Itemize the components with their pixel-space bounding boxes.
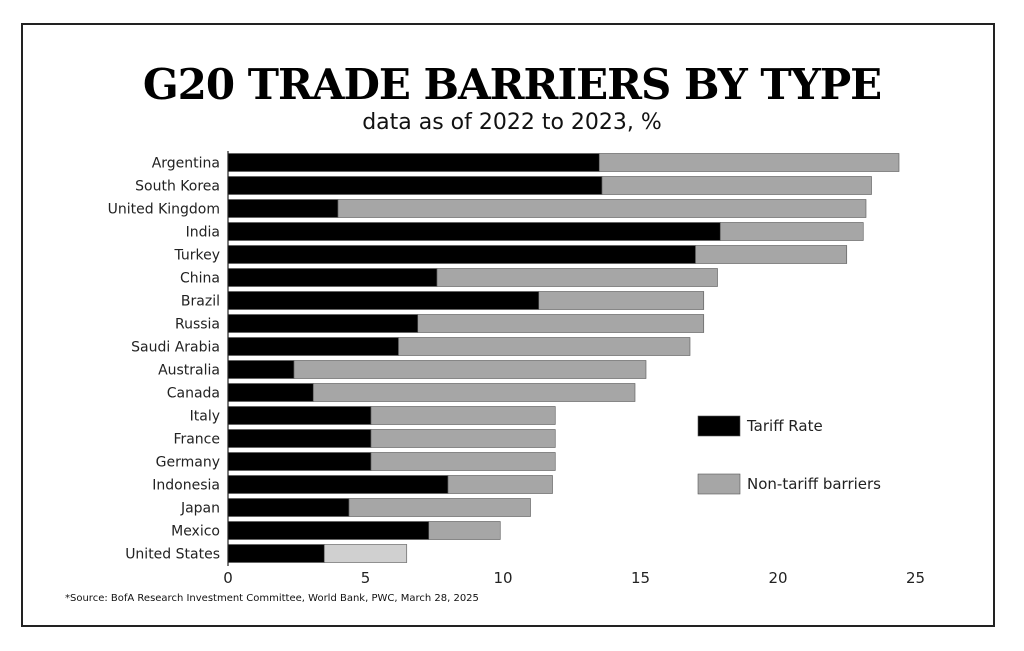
bar-tariff-united-kingdom <box>227 199 339 218</box>
chart-title: G20 TRADE BARRIERS BY TYPE <box>142 60 882 109</box>
bar-non-tariff-mexico <box>428 521 501 540</box>
bar-non-tariff-united-kingdom <box>337 199 867 218</box>
bar-non-tariff-france <box>370 429 556 448</box>
category-label: India <box>186 225 220 241</box>
bar-non-tariff-saudi-arabia <box>398 337 691 356</box>
bar-non-tariff-germany <box>370 452 556 471</box>
category-label: South Korea <box>135 179 220 195</box>
category-label: Australia <box>158 363 220 379</box>
bar-tariff-brazil <box>227 291 540 310</box>
bar-tariff-south-korea <box>227 176 603 195</box>
bar-non-tariff-united-states <box>323 544 408 563</box>
bar-non-tariff-brazil <box>538 291 705 310</box>
bar-non-tariff-india <box>719 222 864 241</box>
bar-tariff-germany <box>227 452 372 471</box>
bar-tariff-italy <box>227 406 372 425</box>
legend-swatch-non-tariff <box>697 473 741 495</box>
x-tick-label: 20 <box>768 569 787 587</box>
category-label: Canada <box>167 386 220 402</box>
bar-non-tariff-china <box>436 268 718 287</box>
x-tick-label: 5 <box>361 569 371 587</box>
category-label: Brazil <box>181 294 220 310</box>
category-label: United Kingdom <box>108 202 220 218</box>
legend-label: Non-tariff barriers <box>747 475 881 493</box>
category-label: China <box>180 271 220 287</box>
bar-non-tariff-russia <box>417 314 705 333</box>
x-tick-label: 25 <box>906 569 925 587</box>
bar-non-tariff-south-korea <box>601 176 872 195</box>
bar-tariff-argentina <box>227 153 600 172</box>
bar-tariff-indonesia <box>227 475 449 494</box>
bar-non-tariff-australia <box>293 360 647 379</box>
x-tick-label: 10 <box>493 569 512 587</box>
bar-non-tariff-japan <box>348 498 531 517</box>
category-label: Russia <box>175 317 220 333</box>
legend-swatch-tariff <box>697 415 741 437</box>
bar-tariff-india <box>227 222 721 241</box>
category-label: Argentina <box>152 156 220 172</box>
bar-tariff-saudi-arabia <box>227 337 399 356</box>
bar-tariff-france <box>227 429 372 448</box>
x-tick-label: 15 <box>631 569 650 587</box>
source-note: *Source: BofA Research Investment Commit… <box>65 593 479 604</box>
category-label: Japan <box>180 501 220 517</box>
bar-tariff-japan <box>227 498 350 517</box>
category-label: Italy <box>190 409 220 425</box>
category-label: Saudi Arabia <box>131 340 220 356</box>
legend-label: Tariff Rate <box>746 417 823 435</box>
category-label: Germany <box>156 455 220 471</box>
chart-subtitle: data as of 2022 to 2023, % <box>362 110 662 135</box>
category-label: Turkey <box>173 248 220 264</box>
bar-non-tariff-italy <box>370 406 556 425</box>
bar-tariff-australia <box>227 360 295 379</box>
bar-tariff-china <box>227 268 438 287</box>
category-label: Indonesia <box>152 478 220 494</box>
bar-non-tariff-turkey <box>695 245 848 264</box>
bar-tariff-mexico <box>227 521 430 540</box>
category-label: Mexico <box>171 524 220 540</box>
x-tick-label: 0 <box>223 569 233 587</box>
category-label: United States <box>125 547 220 563</box>
category-label: France <box>173 432 220 448</box>
bar-non-tariff-indonesia <box>447 475 553 494</box>
bar-tariff-russia <box>227 314 419 333</box>
bar-tariff-turkey <box>227 245 696 264</box>
bar-tariff-canada <box>227 383 314 402</box>
bar-tariff-united-states <box>227 544 325 563</box>
bar-non-tariff-argentina <box>598 153 900 172</box>
bar-non-tariff-canada <box>312 383 636 402</box>
